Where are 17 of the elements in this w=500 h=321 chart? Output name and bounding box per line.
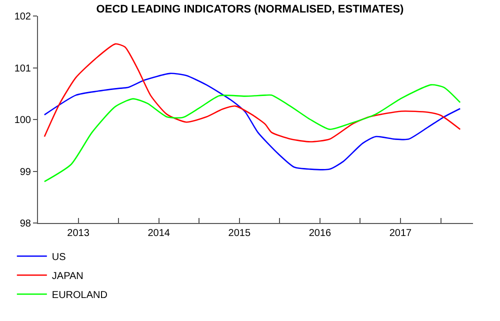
x-tick-label: 2015: [228, 228, 251, 239]
y-tick-label: 99: [20, 166, 32, 178]
y-tick-label: 102: [14, 12, 32, 22]
legend-label: US: [52, 252, 66, 264]
line-series: [44, 43, 461, 142]
x-tick-label: 2013: [67, 228, 90, 239]
line-series: [44, 72, 461, 170]
x-tick-label: 2016: [308, 228, 332, 239]
chart-title: OECD LEADING INDICATORS (NORMALISED, ESTIMATES): [96, 4, 404, 16]
x-tick-label: 2017: [389, 228, 412, 239]
line-series: [44, 84, 461, 182]
legend-label: JAPAN: [52, 271, 84, 282]
y-tick-label: 98: [20, 218, 32, 230]
y-tick-label: 101: [14, 63, 32, 74]
y-tick-label: 100: [14, 115, 32, 126]
legend-label: EUROLAND: [52, 290, 108, 302]
x-tick-label: 2014: [148, 228, 170, 239]
